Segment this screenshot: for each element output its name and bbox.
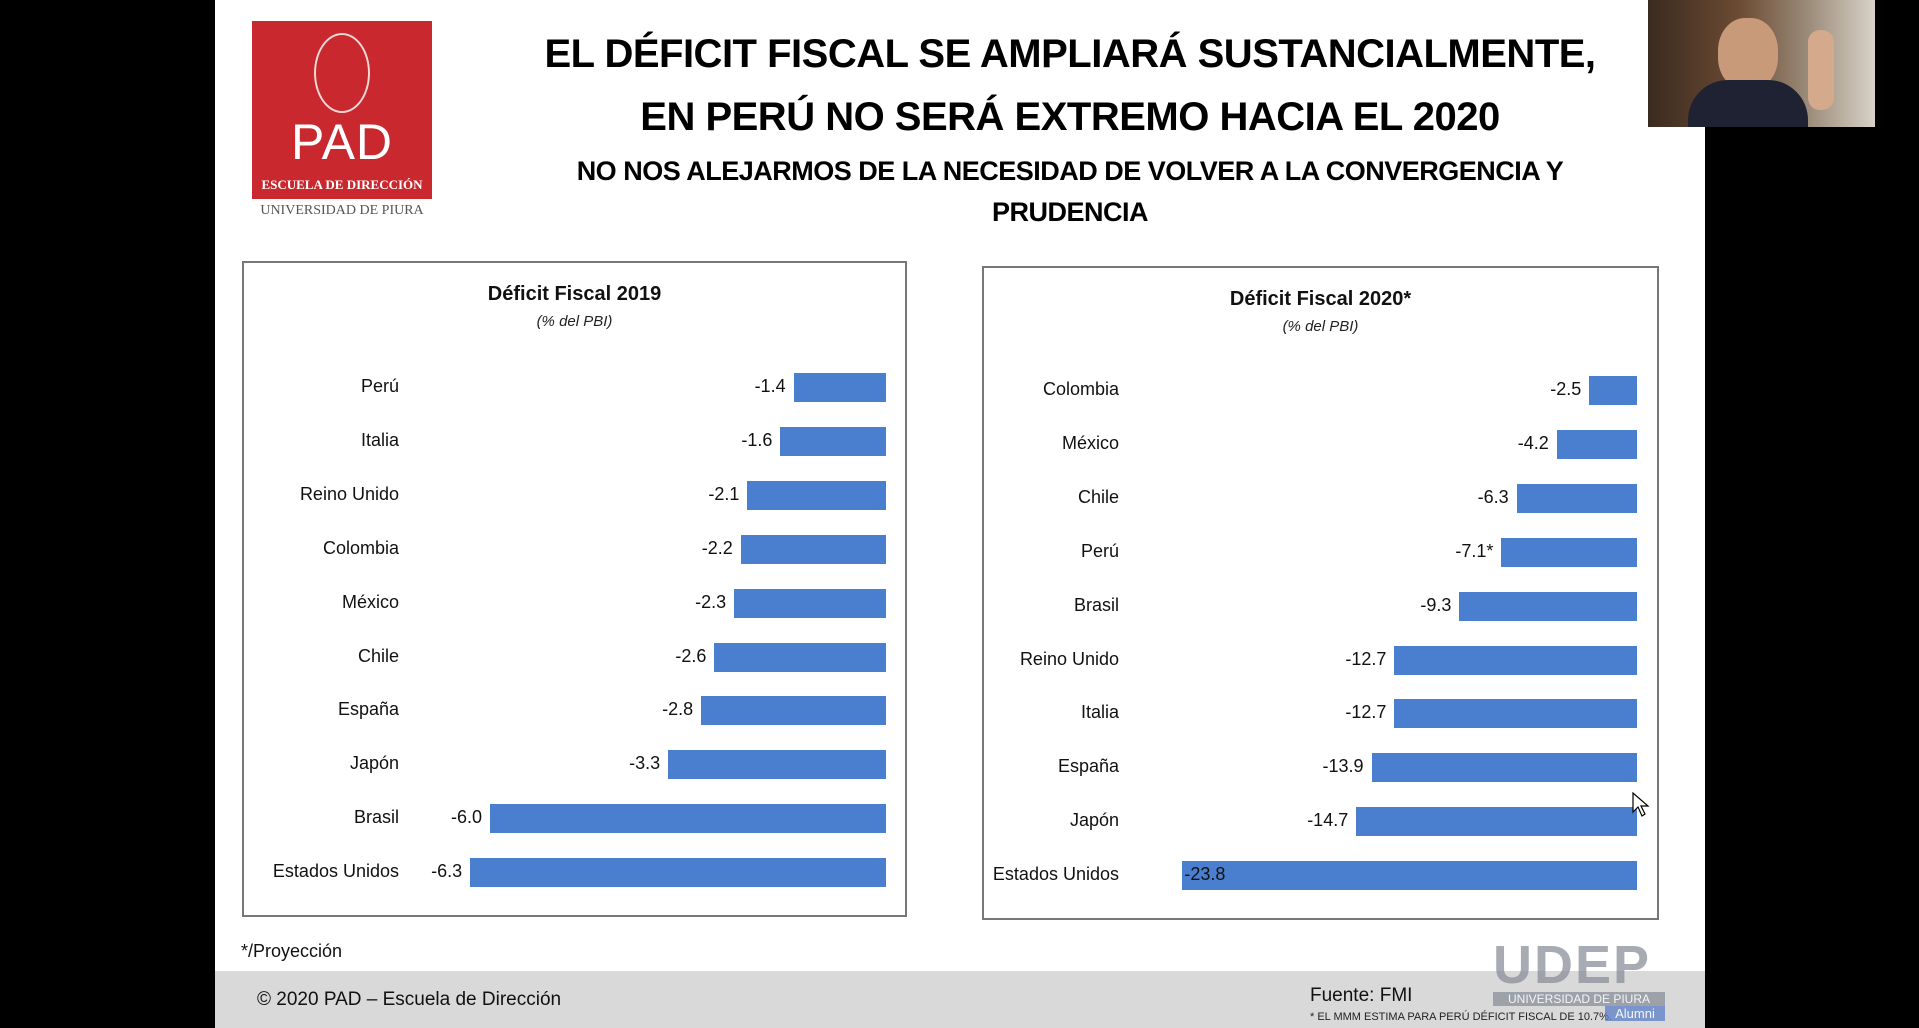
pad-logo: PAD ESCUELA DE DIRECCIÓN bbox=[252, 21, 432, 199]
category-label: Reino Unido bbox=[299, 483, 399, 504]
chart-title: Déficit Fiscal 2020* bbox=[1229, 288, 1412, 310]
bar bbox=[701, 696, 886, 726]
udep-alumni: Alumni bbox=[1605, 1006, 1665, 1021]
data-label: -2.2 bbox=[701, 537, 733, 558]
logo-subtitle: ESCUELA DE DIRECCIÓN bbox=[261, 177, 423, 192]
category-label: Colombia bbox=[1042, 379, 1119, 399]
data-label: -23.8 bbox=[1184, 864, 1226, 885]
slide-subtitle-line2: PRUDENCIA bbox=[991, 197, 1149, 227]
category-label: Chile bbox=[357, 645, 399, 666]
bar bbox=[1371, 753, 1637, 783]
bar bbox=[1459, 591, 1637, 621]
data-label: -6.0 bbox=[450, 807, 482, 828]
category-label: Italia bbox=[1080, 702, 1119, 723]
logo-institution: UNIVERSIDAD DE PIURA bbox=[260, 203, 424, 218]
data-label: -2.5 bbox=[1550, 379, 1582, 399]
data-label: -14.7 bbox=[1307, 810, 1349, 831]
data-label: -2.1 bbox=[708, 483, 740, 504]
webcam-video bbox=[1648, 0, 1875, 127]
category-label: Estados Unidos bbox=[992, 864, 1119, 885]
copyright: © 2020 PAD – Escuela de Dirección bbox=[257, 989, 562, 1010]
projection-note: */Proyección bbox=[241, 941, 343, 961]
slide-title-line2: EN PERÚ NO SERÁ EXTREMO HACIA EL 2020 bbox=[640, 95, 1500, 139]
data-label: -2.3 bbox=[695, 591, 727, 612]
data-label: -3.3 bbox=[629, 753, 661, 774]
bar bbox=[668, 750, 886, 780]
bar bbox=[470, 858, 886, 888]
category-label: Brasil bbox=[1073, 594, 1119, 615]
bar bbox=[1589, 376, 1637, 405]
data-label: -2.6 bbox=[675, 645, 707, 666]
udep-university: UNIVERSIDAD DE PIURA bbox=[1493, 992, 1665, 1006]
category-label: España bbox=[337, 699, 399, 720]
slide-title-line1: EL DÉFICIT FISCAL SE AMPLIARÁ SUSTANCIAL… bbox=[544, 32, 1596, 76]
bar bbox=[1394, 699, 1637, 729]
category-label: Estados Unidos bbox=[272, 861, 399, 882]
chart-subtitle: (% del PBI) bbox=[536, 313, 613, 330]
chart-title: Déficit Fiscal 2019 bbox=[487, 283, 662, 305]
bar bbox=[1356, 807, 1637, 837]
category-label: Italia bbox=[360, 429, 399, 450]
bar bbox=[1394, 645, 1637, 675]
chart-subtitle: (% del PBI) bbox=[1282, 318, 1359, 335]
bar bbox=[1182, 861, 1637, 891]
presenter-hand bbox=[1808, 30, 1834, 110]
logo-text: PAD bbox=[290, 114, 394, 170]
data-label: -7.1* bbox=[1455, 540, 1494, 561]
source: Fuente: FMI bbox=[1310, 985, 1413, 1006]
slide: PAD ESCUELA DE DIRECCIÓN UNIVERSIDAD DE … bbox=[215, 0, 1705, 1028]
chart-deficit-2020: Déficit Fiscal 2020* (% del PBI) Colombi… bbox=[982, 266, 1659, 920]
bar bbox=[734, 588, 886, 618]
category-label: México bbox=[1061, 432, 1119, 453]
data-label: -2.8 bbox=[662, 699, 694, 720]
bar bbox=[793, 373, 886, 402]
category-label: Chile bbox=[1077, 486, 1119, 507]
bar bbox=[740, 534, 886, 564]
category-label: Reino Unido bbox=[1019, 648, 1119, 669]
slide-subtitle-line1: NO NOS ALEJARMOS DE LA NECESIDAD DE VOLV… bbox=[576, 156, 1564, 186]
footer: © 2020 PAD – Escuela de Dirección Fuente… bbox=[215, 971, 1705, 1028]
data-label: -13.9 bbox=[1322, 756, 1364, 777]
presenter-body bbox=[1688, 80, 1808, 127]
bar bbox=[714, 642, 886, 672]
data-label: -12.7 bbox=[1345, 648, 1387, 669]
category-label: México bbox=[341, 591, 399, 612]
category-label: Perú bbox=[360, 376, 399, 396]
data-label: -1.6 bbox=[741, 429, 773, 450]
bar bbox=[1556, 429, 1637, 459]
bar bbox=[1516, 483, 1637, 513]
data-label: -6.3 bbox=[431, 861, 463, 882]
bar bbox=[747, 480, 886, 510]
bar bbox=[490, 804, 886, 834]
data-label: -1.4 bbox=[754, 376, 786, 396]
udep-watermark: UDEP UNIVERSIDAD DE PIURA Alumni bbox=[1493, 935, 1665, 1021]
chart-deficit-2019: Déficit Fiscal 2019 (% del PBI) Perú -1.4… bbox=[242, 261, 907, 917]
mouse-cursor-icon bbox=[1632, 792, 1650, 817]
udep-brand: UDEP bbox=[1493, 935, 1652, 995]
data-label: -4.2 bbox=[1517, 432, 1549, 453]
footnote: * EL MMM ESTIMA PARA PERÚ DÉFICIT FISCAL… bbox=[1310, 1011, 1612, 1023]
seal-icon bbox=[314, 33, 370, 113]
category-label: Brasil bbox=[353, 807, 399, 828]
category-label: Colombia bbox=[322, 537, 399, 558]
category-label: Japón bbox=[349, 753, 399, 774]
data-label: -12.7 bbox=[1345, 702, 1387, 723]
bar bbox=[780, 426, 886, 456]
bar bbox=[1501, 537, 1637, 567]
data-label: -6.3 bbox=[1477, 486, 1509, 507]
category-label: Perú bbox=[1080, 540, 1119, 561]
data-label: -9.3 bbox=[1420, 594, 1452, 615]
category-label: Japón bbox=[1069, 810, 1119, 831]
category-label: España bbox=[1057, 756, 1119, 777]
presenter-head bbox=[1718, 18, 1778, 90]
